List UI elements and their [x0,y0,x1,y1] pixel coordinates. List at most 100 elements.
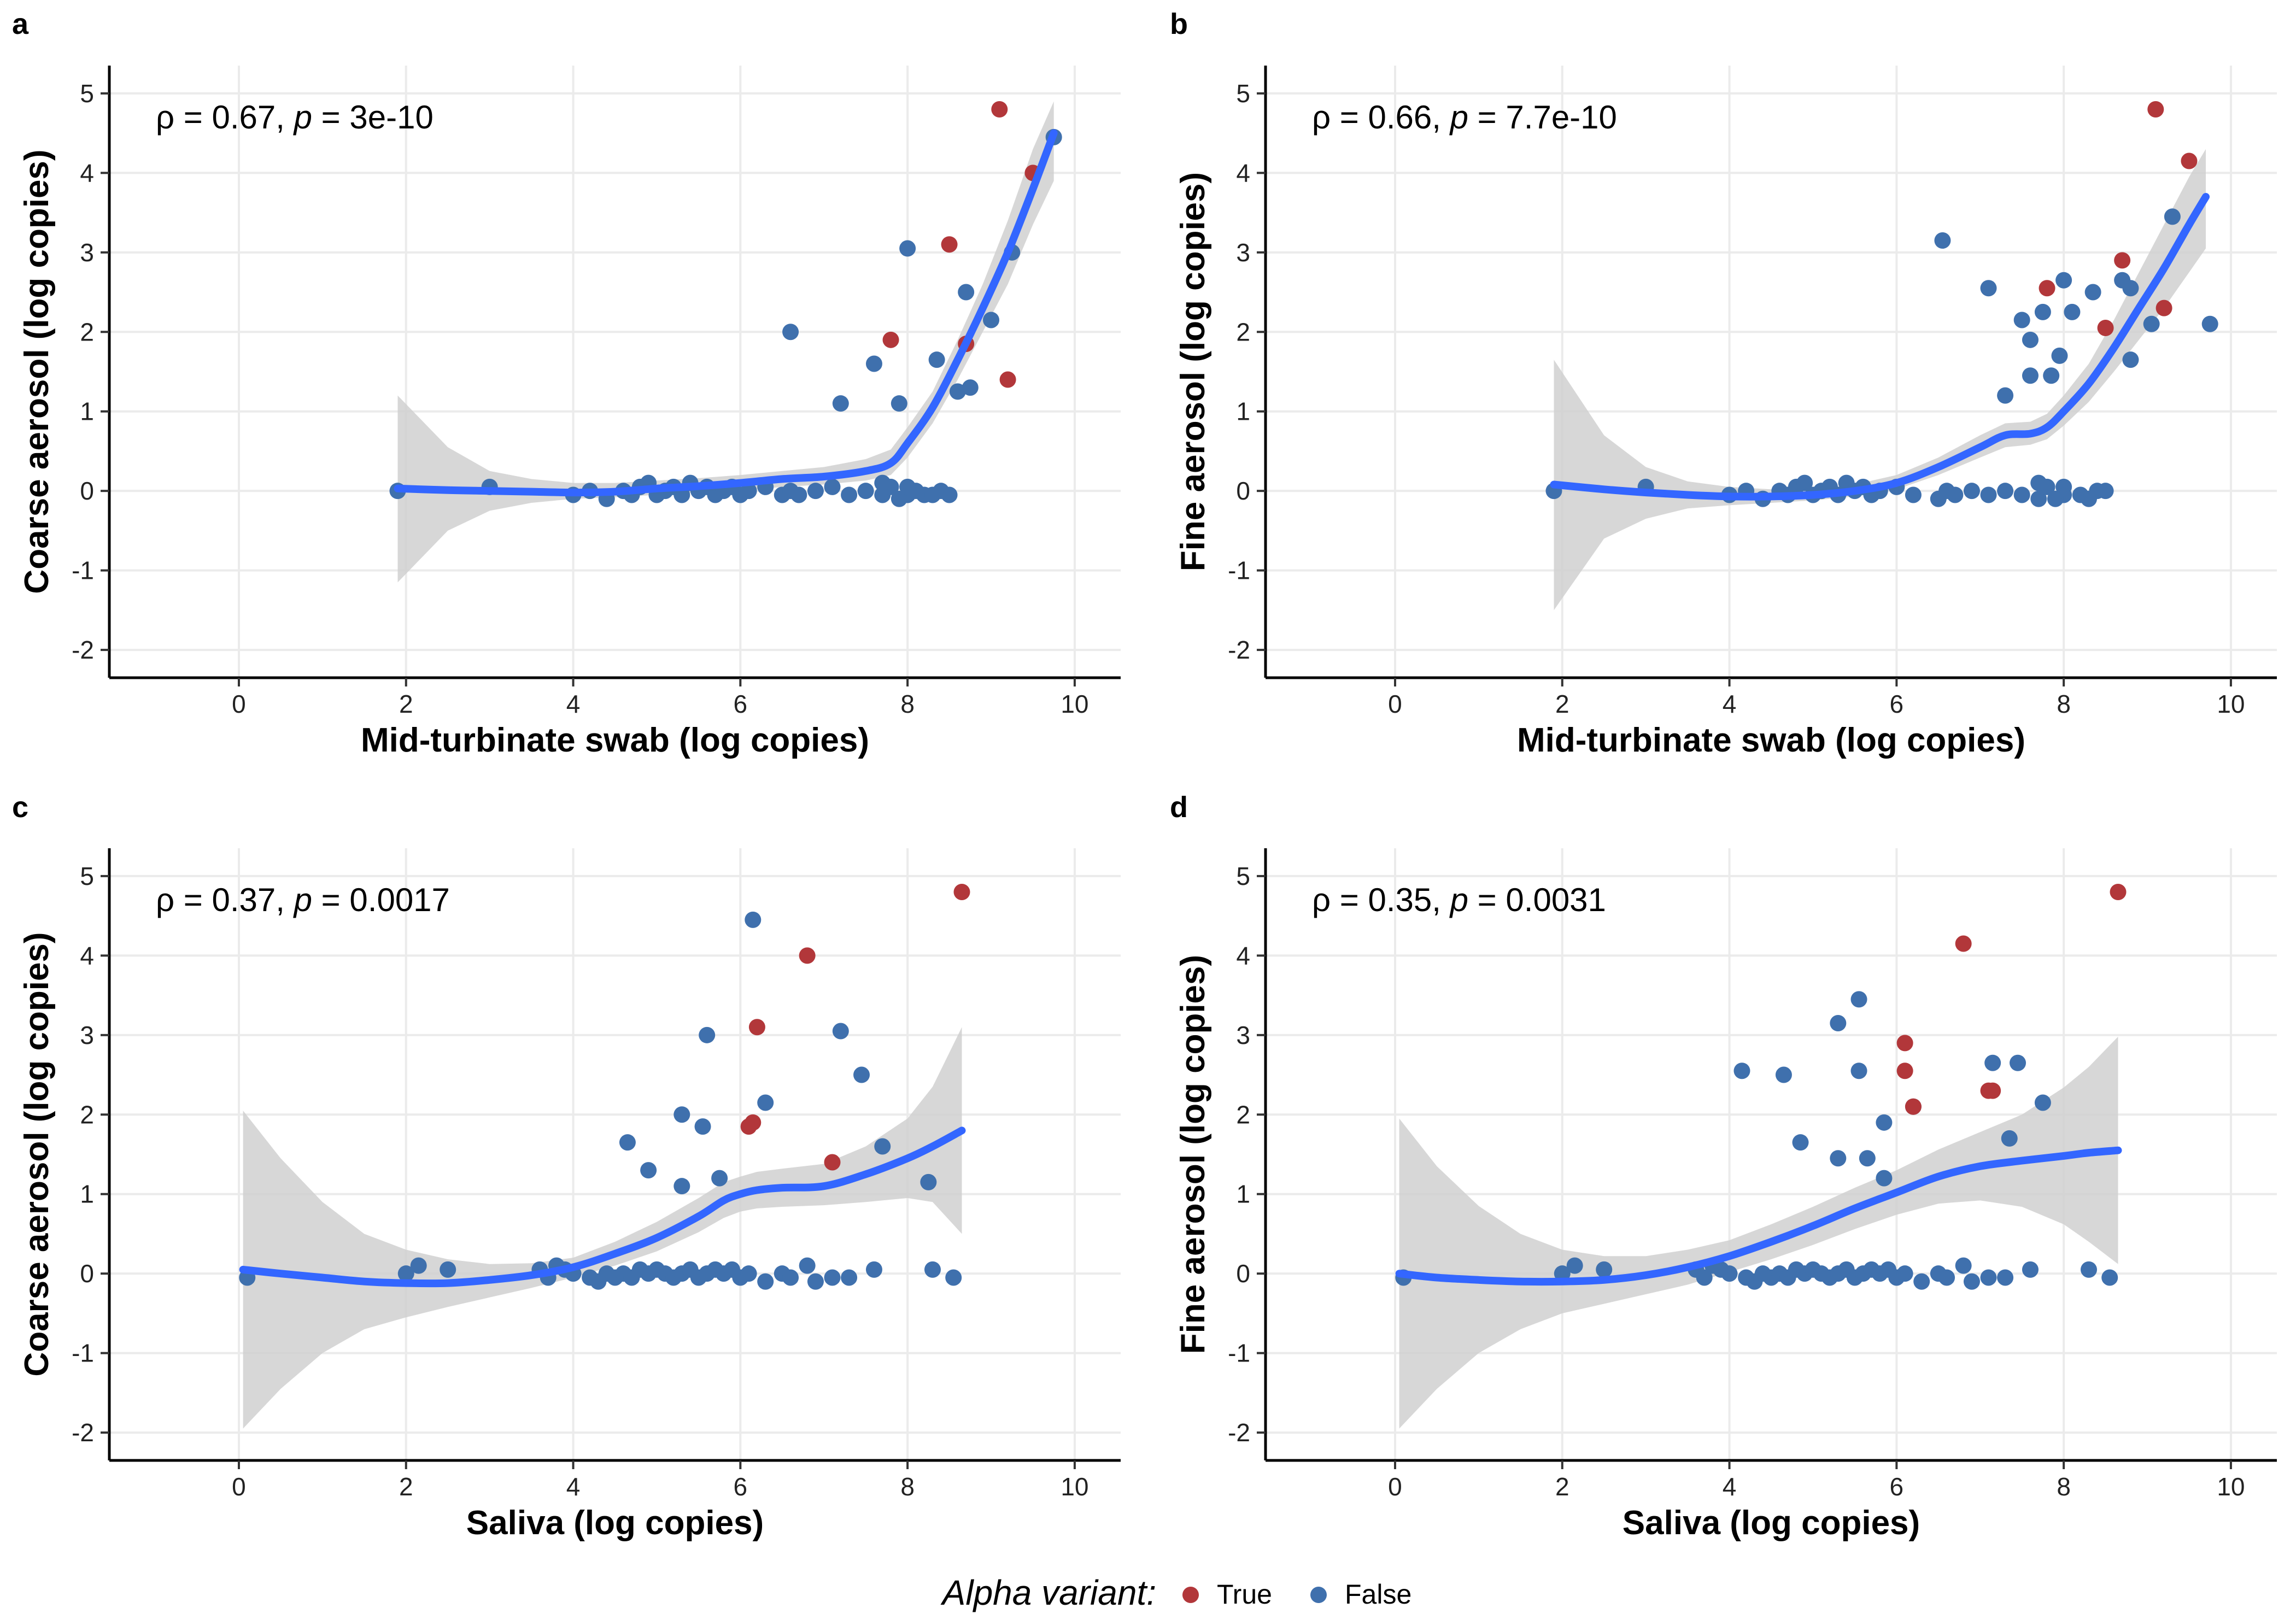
data-point-false [2034,1094,2051,1111]
data-point-false [2097,483,2114,500]
y-tick-label: 4 [1236,159,1250,187]
data-point-false [619,1134,636,1151]
data-point-false [1830,1150,1847,1167]
p-symbol: p [1449,882,1468,918]
data-point-true [1896,1063,1913,1079]
y-tick-label: -1 [1228,1339,1250,1367]
data-point-false [757,1094,774,1111]
rho-value: 0.37 [212,882,276,918]
confidence-ribbon [1554,149,2206,611]
panel-d: d 0 2 4 6 8 10 -2 -1 0 1 2 3 4 5 Saliva (log copies) Fin… [1170,791,2277,1542]
panel-c: c 0 2 4 6 8 10 -2 -1 0 1 2 3 4 5 Saliva (log copies) Coa… [12,791,1121,1542]
data-point-false [945,1269,962,1286]
p-equals: = [1468,99,1506,136]
data-point-false [1696,1269,1713,1286]
rho-symbol: ρ = [1312,99,1368,136]
confidence-ribbon [1399,1036,2118,1429]
x-tick-label: 0 [232,1472,246,1501]
data-point-false [874,1138,891,1155]
rho-symbol: ρ = [1312,882,1368,918]
confidence-ribbon [243,1027,962,1429]
data-point-false [857,483,874,500]
data-point-true [2181,152,2198,169]
y-tick-label: -1 [1228,556,1250,585]
data-point-true [1896,1035,1913,1052]
panel-b: b 0 2 4 6 8 10 -2 -1 0 1 2 3 4 5 Mid-turbinate swab (lo… [1170,8,2277,759]
y-tick-label: 2 [1236,1100,1250,1129]
data-point-false [1947,486,1964,503]
data-point-true [2039,280,2055,297]
x-tick-label: 6 [1890,690,1904,718]
data-point-false [891,490,907,507]
legend-label-false: False [1345,1579,1411,1610]
x-tick-label: 10 [2217,1472,2245,1501]
data-point-false [899,240,916,257]
data-point-false [2030,490,2047,507]
data-point-false [1733,1063,1750,1079]
panel-letter: b [1170,8,1188,40]
data-point-false [853,1066,870,1083]
data-point-false [824,1269,841,1286]
data-point-false [740,1265,757,1282]
data-point-false [832,1023,849,1040]
data-point-false [2001,1130,2018,1147]
data-point-true [999,371,1016,388]
y-tick-label: -1 [72,556,94,585]
data-point-false [941,486,958,503]
data-point-false [782,1269,799,1286]
data-point-false [1934,232,1951,249]
x-tick-label: 2 [399,690,413,718]
annotation-sep: , [1432,882,1450,918]
x-tick-label: 8 [2057,1472,2071,1501]
legend-label-true: True [1217,1579,1272,1610]
y-tick-label: 5 [1236,79,1250,108]
y-tick-label: -2 [1228,1418,1250,1447]
annotation-sep: , [276,99,294,136]
data-point-false [1775,1066,1792,1083]
legend-title: Alpha variant: [940,1573,1156,1612]
x-tick-label: 4 [566,1472,581,1501]
data-point-false [824,478,841,495]
y-tick-label: -2 [72,1418,94,1447]
x-tick-label: 8 [900,1472,915,1501]
data-point-false [2043,367,2060,384]
data-point-false [1997,483,2014,500]
panel-letter: a [12,8,29,40]
data-point-false [745,911,762,928]
rho-symbol: ρ = [156,882,212,918]
data-point-false [949,383,966,400]
data-point-true [882,331,899,348]
y-tick-label: 4 [80,159,94,187]
data-point-false [440,1261,456,1278]
y-axis-title: Coarse aerosol (log copies) [18,149,56,594]
x-tick-label: 4 [1723,1472,1737,1501]
data-point-false [1980,1269,1997,1286]
data-point-false [2064,303,2081,320]
data-point-true [2156,300,2172,316]
x-tick-label: 10 [2217,690,2245,718]
data-point-false [841,1269,858,1286]
correlation-annotation: ρ = 0.37, p = 0.0017 [156,882,450,918]
y-tick-label: 1 [80,1180,94,1208]
x-tick-label: 8 [2057,690,2071,718]
p-value: 0.0031 [1506,882,1606,918]
x-tick-label: 2 [399,1472,413,1501]
y-tick-label: 4 [1236,941,1250,970]
data-point-false [2010,1054,2026,1071]
data-point-true [1955,935,1972,952]
data-point-false [2101,1269,2118,1286]
fit-line [1550,193,2210,501]
legend: Alpha variant: True False [940,1573,1412,1612]
p-value: 3e-10 [349,99,433,136]
data-point-false [983,312,1000,328]
data-point-false [865,355,882,372]
data-point-false [1963,1273,1980,1290]
y-tick-label: 4 [80,941,94,970]
fit-line [239,1126,966,1288]
x-tick-label: 10 [1061,690,1088,718]
y-axis-title: Fine aerosol (log copies) [1174,172,1212,571]
data-point-false [1905,486,1922,503]
data-point-true [1984,1082,2001,1099]
correlation-annotation: ρ = 0.66, p = 7.7e-10 [1312,99,1617,136]
data-point-false [1876,1170,1893,1187]
